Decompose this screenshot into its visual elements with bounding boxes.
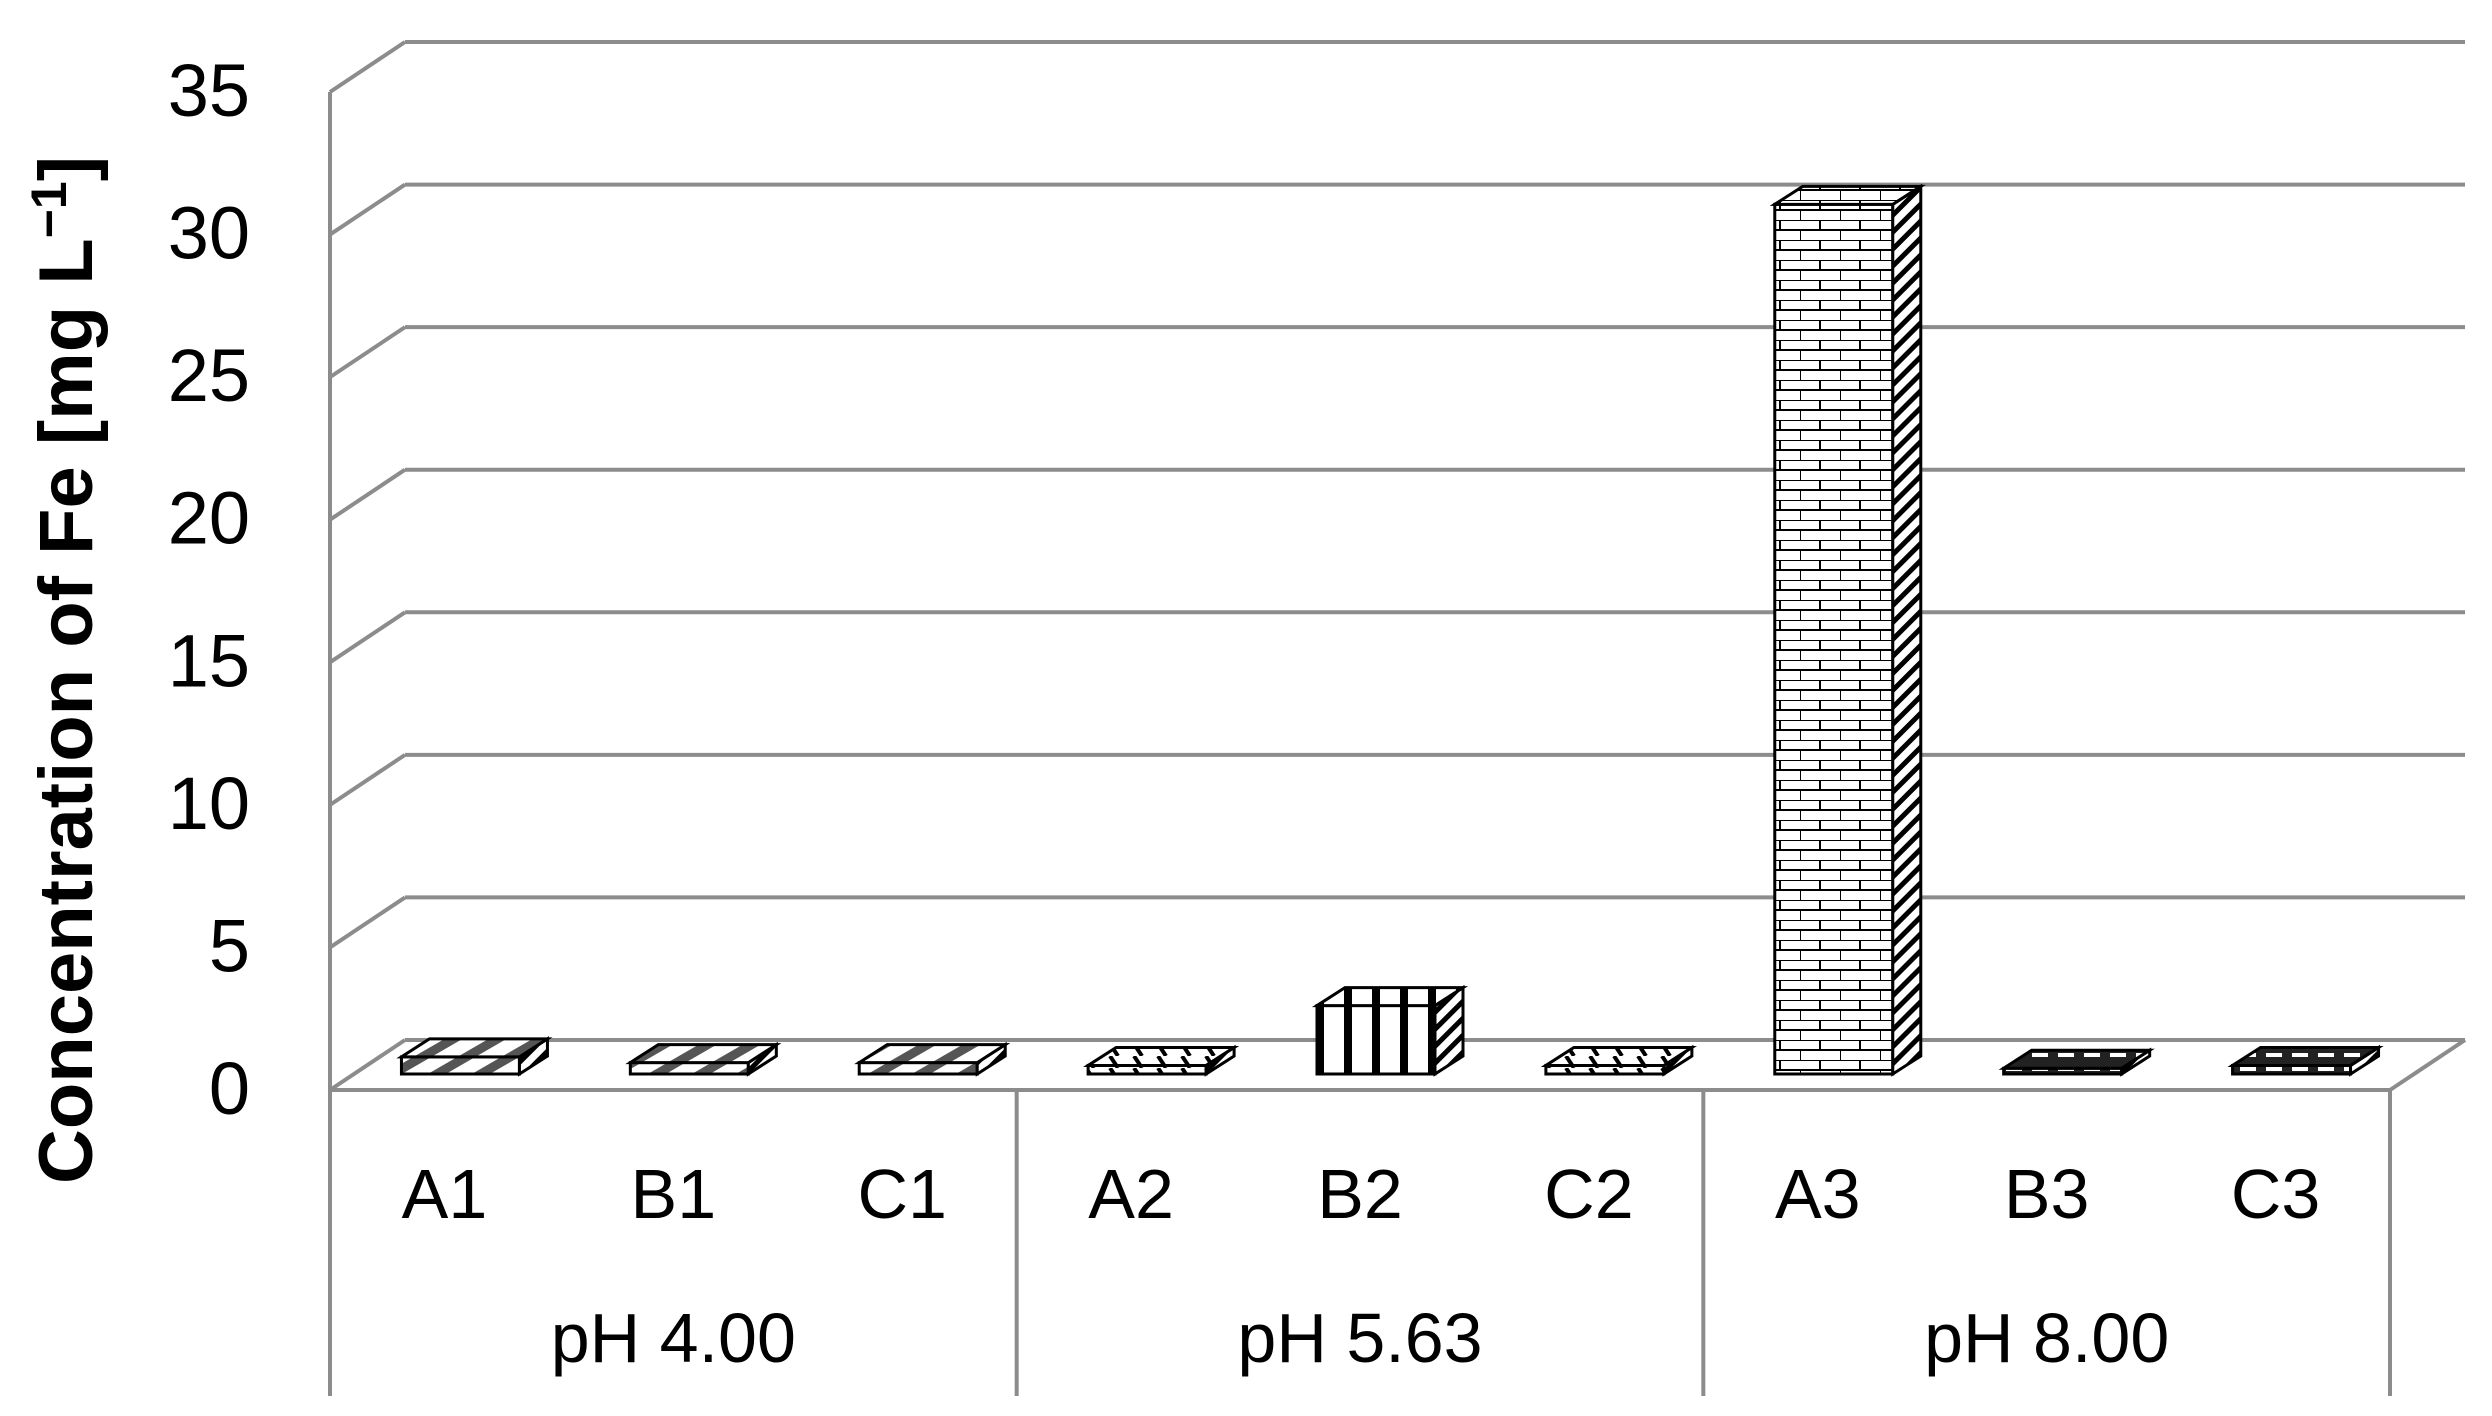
group-label: pH 4.00 <box>551 1299 796 1377</box>
bar-top <box>2227 1045 2384 1067</box>
floor-left-edge <box>328 1038 407 1092</box>
bar-top <box>396 1037 553 1059</box>
y-axis-title-superscript: −1 <box>21 181 77 238</box>
bar-front <box>399 1055 521 1076</box>
bar-front <box>857 1061 979 1076</box>
category-label: B1 <box>631 1155 717 1233</box>
category-label: A2 <box>1088 1155 1174 1233</box>
y-axis-title-text: Concentration of Fe [mg L <box>24 238 109 1184</box>
category-label: C3 <box>2231 1155 2320 1233</box>
gridline-side <box>328 40 407 94</box>
category-label: A1 <box>402 1155 488 1233</box>
y-tick-label: 10 <box>168 762 250 845</box>
category-label: C2 <box>1544 1155 1633 1233</box>
y-tick-labels: 0 5 10 15 20 25 30 35 <box>168 49 250 1130</box>
bar-top <box>1083 1045 1240 1067</box>
gridline-side <box>328 895 407 950</box>
gridline-side <box>328 468 407 522</box>
y-tick-label: 0 <box>209 1047 250 1130</box>
bar-top <box>1769 184 1926 206</box>
bar-A1 <box>396 1036 553 1077</box>
category-label: A3 <box>1775 1155 1861 1233</box>
y-tick-label: 5 <box>209 904 250 987</box>
gridline-side <box>328 182 407 237</box>
group-label: pH 5.63 <box>1237 1299 1482 1377</box>
bar-C2 <box>1540 1044 1697 1077</box>
bar-top <box>1998 1048 2155 1070</box>
y-tick-label: 25 <box>168 334 250 417</box>
y-axis-title-close: ] <box>24 156 109 181</box>
bar-A3 <box>1769 183 1926 1077</box>
bar-B2 <box>1311 984 1469 1077</box>
y-tick-label: 20 <box>168 477 250 560</box>
y-tick-label: 15 <box>168 619 250 702</box>
bar-C1 <box>854 1041 1011 1077</box>
bars <box>396 183 2384 1077</box>
gridline-side <box>328 325 407 379</box>
bar-side <box>1891 183 1923 1077</box>
bar-front <box>1315 1004 1437 1076</box>
bar-front <box>628 1061 750 1076</box>
bar-C3 <box>2227 1044 2384 1077</box>
category-label: C1 <box>857 1155 946 1233</box>
bar-top <box>1311 986 1469 1008</box>
bar-top <box>625 1043 782 1065</box>
group-label: pH 8.00 <box>1924 1299 2169 1377</box>
y-axis-title: Concentration of Fe [mg L−1] <box>21 156 109 1184</box>
gridline-side <box>328 610 407 664</box>
bar-B1 <box>625 1041 782 1077</box>
gridlines <box>328 40 2465 950</box>
category-label: B3 <box>2004 1155 2090 1233</box>
bar-top <box>1540 1045 1697 1067</box>
bar-front <box>1773 202 1895 1076</box>
floor-right-edge <box>2388 1038 2467 1092</box>
bar-top <box>854 1043 1011 1065</box>
gridline-side <box>328 753 407 807</box>
bar-B3 <box>1998 1047 2155 1077</box>
y-tick-label: 30 <box>168 192 250 275</box>
group-labels: pH 4.00 pH 5.63 pH 8.00 <box>551 1299 2170 1377</box>
bar-A2 <box>1083 1044 1240 1077</box>
y-tick-label: 35 <box>168 49 250 132</box>
category-labels: A1 B1 C1 A2 B2 C2 A3 B3 C3 <box>402 1155 2321 1233</box>
category-label: B2 <box>1317 1155 1403 1233</box>
